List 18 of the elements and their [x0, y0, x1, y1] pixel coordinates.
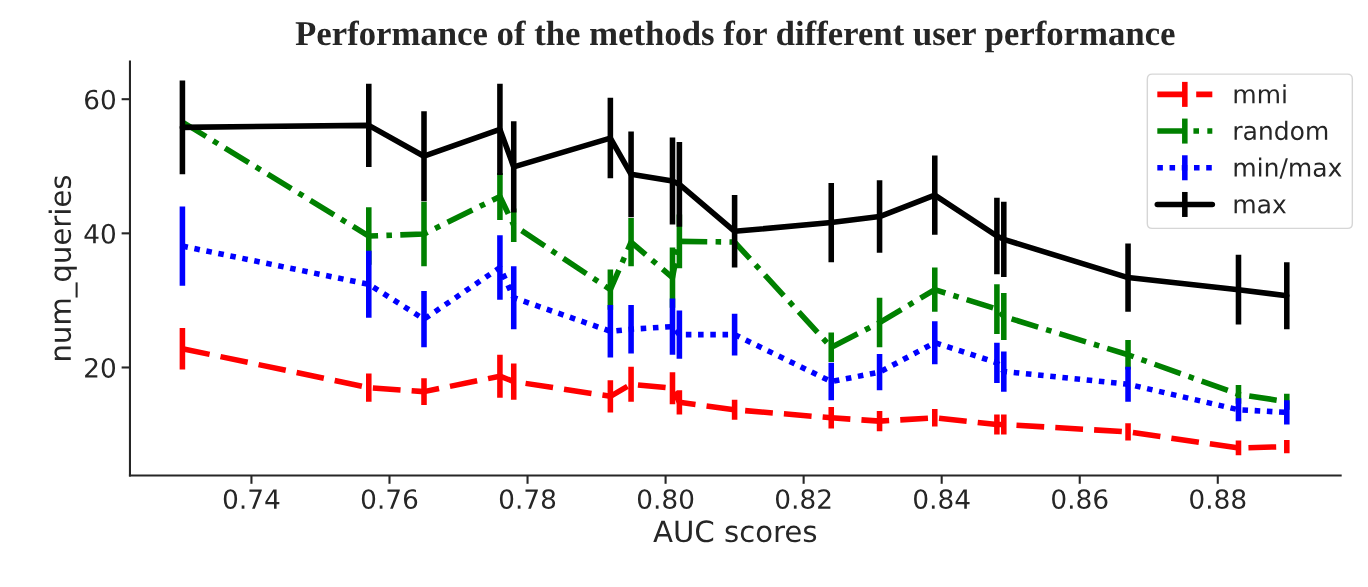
x-tick-label: 0.78: [499, 489, 556, 510]
x-tick-label: 0.76: [361, 489, 418, 510]
x-tick-label: 0.80: [637, 489, 694, 510]
x-tick-label: 0.88: [1190, 489, 1246, 510]
legend-label: mmi: [1234, 84, 1286, 104]
x-axis-title: AUC scores: [653, 520, 817, 543]
y-axis-title: num_queries: [48, 175, 78, 360]
y-tick-label: 20: [85, 357, 116, 378]
x-tick-label: 0.82: [776, 489, 831, 510]
legend-label: min/max: [1234, 157, 1342, 179]
x-tick-label: 0.74: [223, 489, 280, 510]
legend-label: max: [1234, 199, 1286, 214]
chart-title: Performance of the methods for different user performance: [295, 20, 1175, 53]
legend-label: random: [1234, 120, 1328, 141]
x-tick-label: 0.86: [1052, 489, 1108, 510]
x-tick-label: 0.84: [914, 489, 970, 510]
y-tick-label: 60: [85, 89, 116, 110]
y-tick-label: 40: [84, 223, 116, 244]
